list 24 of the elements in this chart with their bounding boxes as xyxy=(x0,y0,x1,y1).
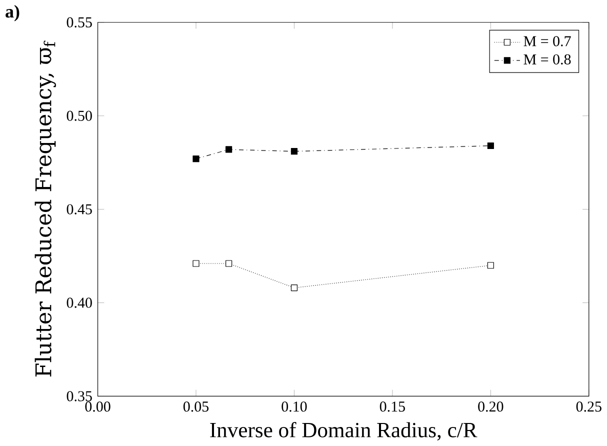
x-tick-label: 0.05 xyxy=(183,402,209,412)
point xyxy=(290,284,298,292)
y-tick-label: 0.55 xyxy=(66,18,92,28)
point xyxy=(487,142,494,150)
x-tick-label: 0.10 xyxy=(282,402,307,412)
x-axis-title: Inverse of Domain Radius, c/R xyxy=(210,422,478,441)
x-tick-label: 0.15 xyxy=(380,402,405,412)
x-tick-label: 0.20 xyxy=(478,402,504,412)
y-axis-title: Flutter Reduced Frequency, ϖ$_{f}$ xyxy=(34,41,56,377)
point xyxy=(192,260,200,268)
point xyxy=(487,262,494,269)
legend-label: M = 0.8 xyxy=(524,54,571,65)
x-tick-label: 0.25 xyxy=(576,402,602,412)
y-tick-label: 0.40 xyxy=(66,298,92,308)
y-tick-label: 0.35 xyxy=(66,391,92,402)
x-tick-label: 0.00 xyxy=(85,402,110,412)
point xyxy=(226,260,232,268)
point xyxy=(192,156,200,162)
point xyxy=(226,146,232,154)
y-tick-label: 0.45 xyxy=(66,204,92,215)
legend-label: M = 0.7 xyxy=(524,36,571,47)
y-tick-label: 0.50 xyxy=(66,110,92,122)
point xyxy=(290,148,298,155)
chart-title: a) xyxy=(6,5,20,22)
